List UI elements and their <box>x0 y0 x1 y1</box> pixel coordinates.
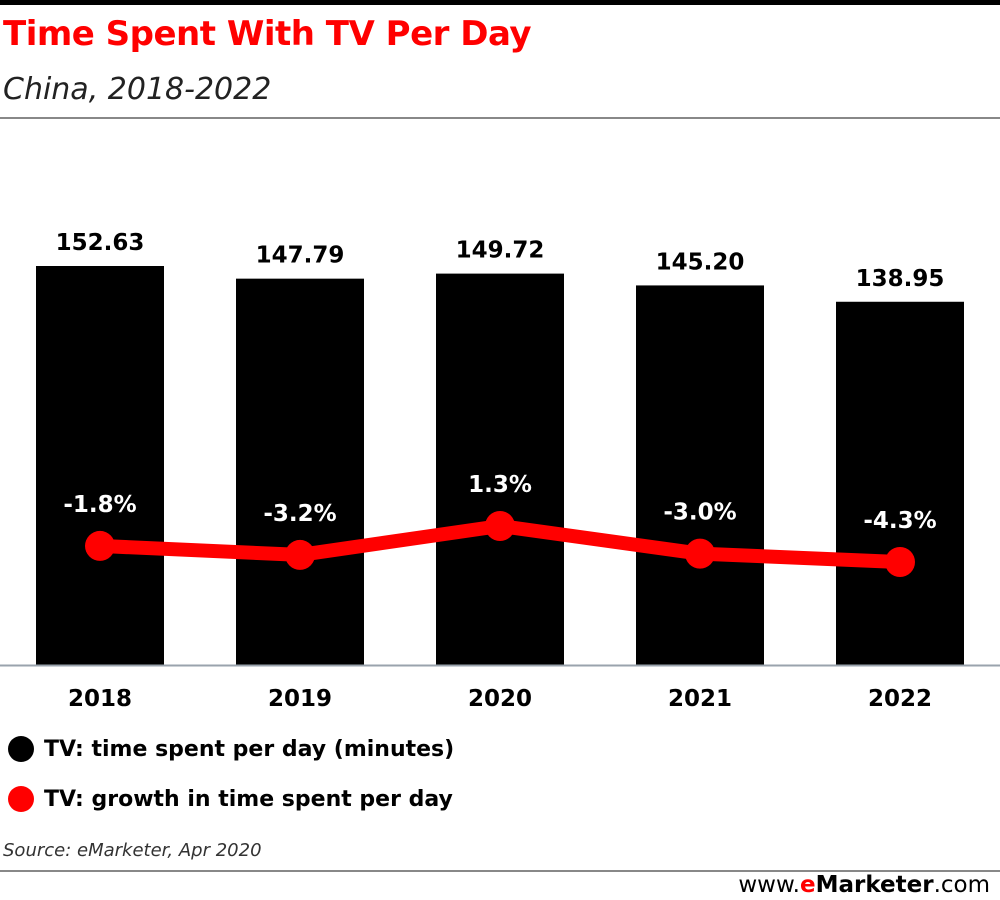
legend-item-growth: TV: growth in time spent per day <box>8 786 453 812</box>
legend-swatch-line <box>8 786 34 812</box>
growth-point-2019 <box>285 539 315 570</box>
brand-logo: www.eMarketer.com <box>738 872 990 898</box>
growth-point-2020 <box>485 511 515 541</box>
bar-2021 <box>636 285 764 665</box>
bar-2022 <box>836 301 964 665</box>
bar-value-label-2018: 152.63 <box>56 230 145 256</box>
growth-value-label-2019: -3.2% <box>263 501 336 527</box>
header-divider <box>0 117 1000 119</box>
brand-e: e <box>799 872 816 898</box>
bar-value-label-2020: 149.72 <box>456 238 545 264</box>
top-rule <box>0 0 1000 5</box>
growth-point-2021 <box>685 538 715 569</box>
bar-2019 <box>236 278 364 665</box>
x-tick-label-2021: 2021 <box>668 686 732 712</box>
bar-value-label-2021: 145.20 <box>656 249 745 275</box>
x-tick-label-2022: 2022 <box>868 686 932 712</box>
x-tick-label-2018: 2018 <box>68 686 132 712</box>
growth-value-label-2021: -3.0% <box>663 500 736 526</box>
source-note: Source: eMarketer, Apr 2020 <box>3 840 262 861</box>
brand-suffix: .com <box>933 872 990 898</box>
brand-name: Marketer <box>815 872 934 898</box>
bar-2020 <box>436 273 564 665</box>
chart-subtitle: China, 2018-2022 <box>3 72 272 107</box>
footer-divider <box>0 870 1000 872</box>
bar-2018 <box>36 266 164 665</box>
legend-item-time-spent: TV: time spent per day (minutes) <box>8 736 454 762</box>
growth-value-label-2022: -4.3% <box>863 508 936 534</box>
growth-point-2022 <box>885 547 915 577</box>
bar-value-label-2019: 147.79 <box>256 243 345 269</box>
growth-value-label-2018: -1.8% <box>63 492 136 518</box>
legend-label-time-spent: TV: time spent per day (minutes) <box>44 736 455 762</box>
legend-label-growth: TV: growth in time spent per day <box>44 786 453 812</box>
bar-value-label-2022: 138.95 <box>856 266 945 292</box>
growth-value-label-2020: 1.3% <box>468 472 532 498</box>
legend-swatch-bar <box>8 736 34 762</box>
growth-point-2018 <box>85 530 115 561</box>
chart-title: Time Spent With TV Per Day <box>3 14 532 54</box>
x-tick-label-2020: 2020 <box>468 686 532 712</box>
x-tick-label-2019: 2019 <box>268 686 332 712</box>
brand-prefix: www. <box>738 872 800 898</box>
